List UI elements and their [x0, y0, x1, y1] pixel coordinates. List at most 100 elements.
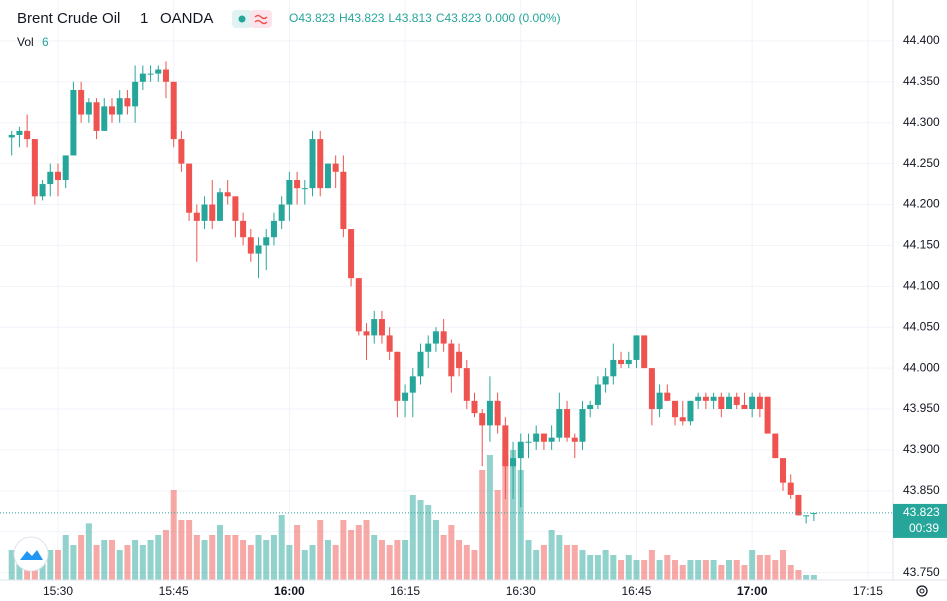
candle-body	[587, 404, 594, 410]
volume-bar	[587, 555, 594, 580]
candle-body	[749, 396, 756, 410]
candle-body	[772, 433, 779, 459]
candle-body	[525, 441, 532, 443]
volume-bar	[687, 560, 694, 580]
candle-body	[62, 155, 69, 180]
ohlc-value: 43.823	[444, 11, 481, 25]
last-price-box	[893, 503, 947, 538]
candle-body	[656, 392, 663, 410]
candle-body	[456, 351, 463, 369]
candle-body	[726, 396, 733, 410]
candle-body	[440, 331, 447, 344]
candle-body	[85, 102, 92, 115]
price-pane	[0, 61, 893, 524]
volume-bar	[409, 495, 416, 580]
interval: 1	[140, 10, 148, 27]
x-tick-label: 16:15	[390, 584, 420, 598]
candle-body	[695, 396, 702, 401]
volume-bar	[564, 545, 571, 580]
candle-body	[687, 400, 694, 422]
volume-label: Vol	[17, 35, 34, 49]
volume-bar	[386, 545, 393, 580]
candle-body	[618, 359, 625, 365]
volume-bar	[625, 555, 632, 580]
candle-body	[47, 171, 54, 185]
volume-bar	[679, 565, 686, 580]
candle-body	[425, 343, 432, 352]
volume-bar	[780, 550, 787, 580]
volume-bar	[78, 535, 85, 580]
volume-bar	[247, 545, 254, 580]
candle-body	[780, 458, 787, 483]
volume-bar	[525, 540, 532, 580]
volume-logo	[13, 536, 49, 572]
y-tick-label: 43.950	[903, 401, 940, 415]
source: OANDA	[160, 10, 213, 27]
candle-body	[70, 89, 77, 156]
volume-bar	[47, 550, 54, 580]
candle-body	[610, 359, 617, 377]
candle-body	[209, 204, 216, 221]
volume-bar	[278, 515, 285, 580]
volume-bar	[502, 455, 509, 580]
y-tick-label: 44.350	[903, 74, 940, 88]
candle-body	[255, 245, 262, 254]
volume-bar	[8, 550, 15, 580]
volume-bar	[556, 535, 563, 580]
volume-bar	[124, 545, 131, 580]
toggle-icon[interactable]	[250, 10, 272, 28]
candle-body	[39, 184, 46, 197]
candle-body	[317, 139, 324, 189]
x-tick-label: 16:30	[506, 584, 536, 598]
gear[interactable]	[916, 585, 928, 597]
x-tick-label: 17:15	[853, 584, 883, 598]
candle-body	[502, 425, 509, 467]
volume-bar	[132, 540, 139, 580]
volume-bar	[479, 470, 486, 580]
candle-body	[764, 396, 771, 434]
candle-body	[24, 130, 31, 140]
ohlc-value: 43.823	[348, 11, 385, 25]
volume-bar	[772, 560, 779, 580]
settings-icon[interactable]	[916, 585, 928, 597]
volume-bar	[402, 540, 409, 580]
candle-body	[286, 179, 293, 205]
axes: 44.400 44.350 44.300 44.250 44.200 44.150 44.1…	[43, 33, 947, 598]
candle-body	[679, 417, 686, 422]
volume-bar	[432, 520, 439, 580]
volume-bar	[301, 550, 308, 580]
candle-body	[510, 458, 517, 467]
candle-body	[718, 396, 725, 410]
candle-body	[16, 130, 23, 135]
y-tick-label: 44.300	[903, 115, 940, 129]
volume-bar	[39, 555, 46, 580]
legend: Brent Crude Oil 1 OANDA Vol 6 O 43.823 H 43…	[17, 10, 561, 49]
volume-bar	[240, 540, 247, 580]
volume-bar	[309, 545, 316, 580]
countdown: 00:39	[909, 521, 939, 535]
candle-body	[78, 89, 85, 115]
candle-body	[147, 73, 154, 75]
candle-body	[224, 192, 231, 197]
candle-body	[756, 396, 763, 410]
candle-body	[324, 163, 331, 189]
volume-bar	[348, 530, 355, 580]
logo-shape	[20, 550, 43, 560]
wave-icon	[254, 14, 268, 25]
volume-bar	[425, 505, 432, 580]
candle-body	[548, 437, 555, 442]
candle-body	[31, 139, 38, 197]
candle-body	[432, 331, 439, 344]
volume-bar	[448, 525, 455, 580]
candle-body	[787, 482, 794, 495]
volume-bar	[810, 575, 817, 580]
volume-bar	[394, 540, 401, 580]
volume-bar	[648, 550, 655, 580]
x-tick-label: 16:45	[621, 584, 651, 598]
volume-bar	[417, 500, 424, 580]
symbol: Brent Crude Oil	[17, 10, 120, 27]
candle-body	[641, 335, 648, 369]
volume-bar	[533, 550, 540, 580]
volume-bar	[710, 560, 717, 580]
